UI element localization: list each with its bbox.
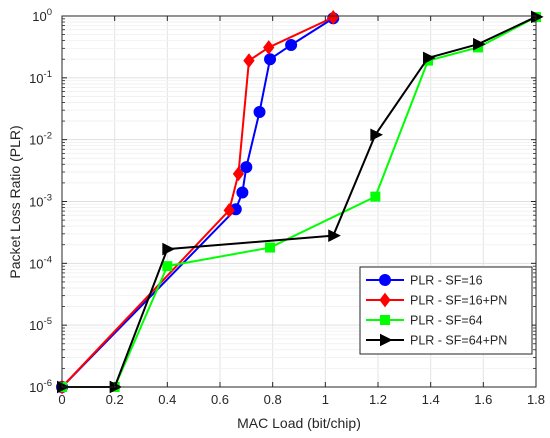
diamond-marker [223, 203, 235, 218]
y-tick-label: 100 [32, 7, 52, 24]
x-tick-label: 1.6 [474, 392, 492, 407]
y-tick-label: 10-5 [29, 316, 52, 333]
circle-marker [236, 186, 249, 199]
diamond-marker [243, 53, 255, 68]
y-tick-exponent: 0 [47, 7, 52, 18]
series-line [62, 16, 537, 388]
y-tick-label: 10-2 [29, 131, 52, 148]
series-4 [57, 10, 544, 394]
tick-layer: 0 0.2 0.4 0.6 0.8 1 1.2 1.4 1.6 1.810-610-510-410… [29, 7, 545, 407]
triangle-right-marker [531, 10, 544, 24]
circle-marker [253, 106, 266, 119]
y-tick-label: 10-4 [29, 254, 52, 271]
y-tick-base: 10 [29, 256, 43, 271]
diamond-marker [232, 166, 245, 182]
x-tick-label: 1.2 [369, 392, 387, 407]
x-axis-label: MAC Load (bit/chip) [237, 415, 361, 431]
square-marker [380, 315, 390, 325]
x-tick-label: 0.4 [158, 392, 176, 407]
legend-entry: PLR - SF=64+PN [366, 334, 507, 348]
y-tick-label: 10-3 [29, 193, 52, 210]
legend-label: PLR - SF=64+PN [410, 334, 507, 348]
legend-label: PLR - SF=16 [410, 274, 483, 288]
legend-label: PLR - SF=16+PN [410, 294, 507, 308]
circle-marker [379, 274, 391, 286]
legend-entry: PLR - SF=64 [366, 314, 483, 328]
triangle-right-marker [423, 51, 436, 65]
y-tick-base: 10 [29, 133, 43, 148]
series-line [62, 15, 537, 388]
legend-label: PLR - SF=64 [410, 314, 483, 328]
x-tick-label: 0.2 [106, 392, 124, 407]
diamond-marker [379, 292, 391, 308]
y-tick-base: 10 [29, 195, 43, 210]
diamond-marker [263, 40, 275, 55]
y-tick-exponent: -1 [44, 69, 52, 80]
x-tick-label: 1.8 [527, 392, 545, 407]
triangle-right-marker [328, 229, 341, 242]
legend: PLR - SF=16 PLR - SF=16+PN PLR - SF=64 PLR … [359, 266, 533, 355]
x-tick-label: 1.4 [422, 392, 440, 407]
legend-entry: PLR - SF=16 [366, 274, 483, 288]
square-marker [370, 191, 381, 202]
y-tick-base: 10 [29, 380, 43, 395]
y-tick-exponent: -3 [44, 193, 52, 204]
circle-marker [240, 161, 253, 174]
circle-marker [285, 38, 298, 51]
triangle-right-marker [473, 37, 486, 51]
triangle-right-marker [370, 128, 383, 142]
y-tick-label: 10-6 [29, 378, 52, 395]
y-tick-exponent: -4 [44, 254, 52, 265]
square-marker [162, 261, 173, 272]
x-tick-label: 0.8 [264, 392, 282, 407]
y-tick-base: 10 [32, 9, 46, 24]
legend-entry: PLR - SF=16+PN [366, 292, 507, 308]
diamond-marker [327, 10, 339, 25]
x-tick-label: 0 [58, 392, 65, 407]
y-tick-label: 10-1 [29, 69, 52, 86]
y-tick-exponent: -2 [44, 131, 52, 142]
triangle-right-marker [162, 242, 175, 256]
y-axis-label: Packet Loss Ratio (PLR) [7, 125, 23, 278]
y-tick-base: 10 [29, 318, 43, 333]
y-tick-exponent: -6 [44, 378, 52, 389]
triangle-right-marker [380, 333, 393, 347]
x-tick-label: 1 [322, 392, 329, 407]
series-line [61, 16, 334, 388]
x-tick-label: 0.6 [211, 392, 229, 407]
y-tick-base: 10 [29, 71, 43, 86]
square-marker [265, 242, 276, 253]
circle-marker [264, 53, 277, 66]
y-tick-exponent: -5 [44, 316, 52, 327]
